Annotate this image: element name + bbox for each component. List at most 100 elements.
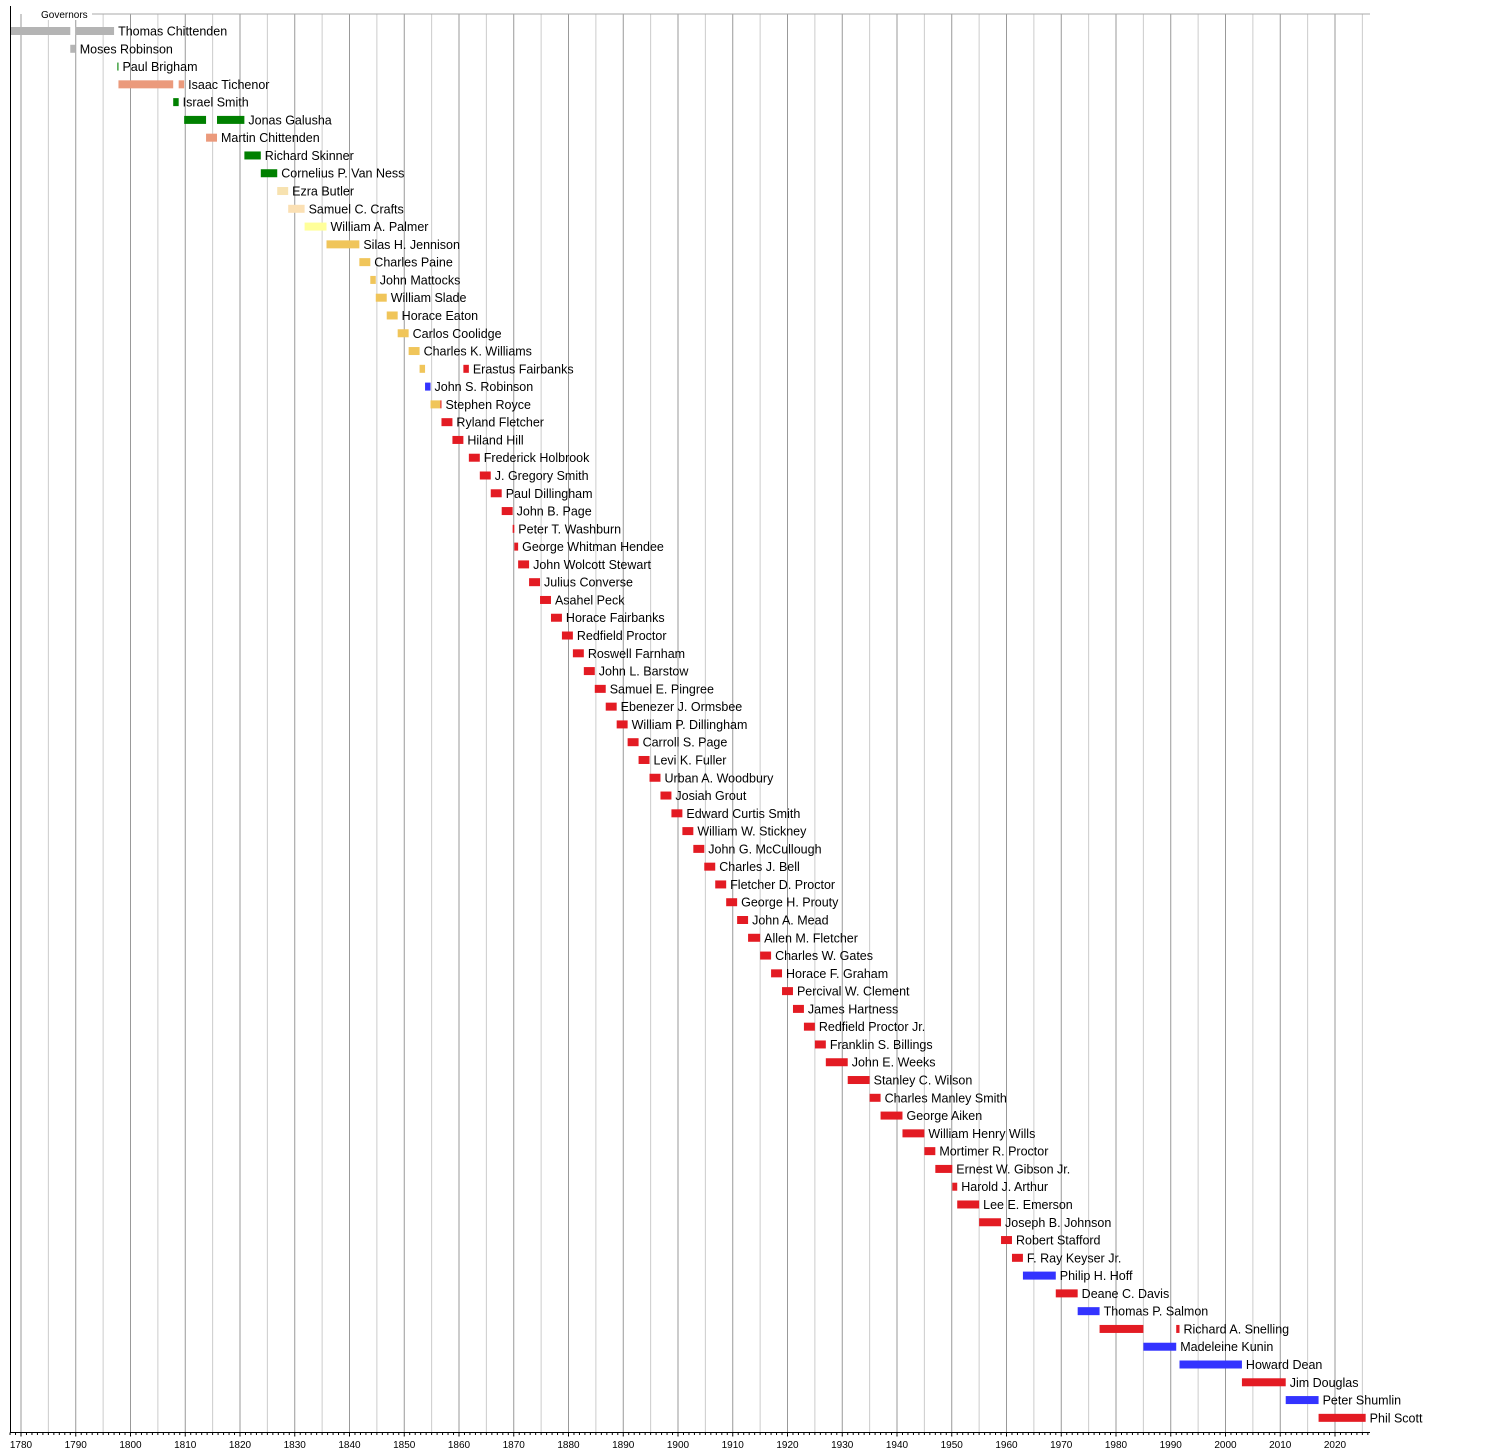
x-tick-label: 1800	[119, 1440, 142, 1451]
x-tick-label: 1780	[10, 1440, 33, 1451]
governor-label: Frederick Holbrook	[484, 451, 590, 465]
term-bar	[825, 1058, 848, 1067]
governor-label: George Aiken	[906, 1109, 982, 1123]
governor-row: John B. Page	[501, 505, 592, 519]
governor-label: William Henry Wills	[928, 1127, 1035, 1141]
governor-row: George H. Prouty	[726, 896, 839, 910]
governor-label: John Wolcott Stewart	[533, 558, 651, 572]
governor-row: Horace F. Graham	[771, 967, 888, 981]
term-bar	[370, 275, 376, 284]
governor-row: Samuel C. Crafts	[288, 202, 404, 216]
governor-row: Charles Manley Smith	[869, 1091, 1007, 1105]
term-bar	[715, 880, 727, 889]
governor-label: Roswell Farnham	[588, 647, 685, 661]
x-tick-label: 2000	[1214, 1440, 1237, 1451]
governor-row: Horace Fairbanks	[550, 611, 665, 625]
governor-row: Paul Brigham	[117, 60, 198, 74]
term-bar	[1055, 1289, 1078, 1298]
governor-label: Samuel E. Pingree	[610, 682, 714, 696]
governor-label: Urban A. Woodbury	[664, 771, 774, 785]
governor-label: Ryland Fletcher	[456, 416, 544, 430]
term-bar	[771, 969, 783, 978]
governor-row: Phil Scott	[1318, 1411, 1423, 1425]
governor-row: Peter Shumlin	[1285, 1394, 1401, 1408]
governor-row: George Aiken	[880, 1109, 982, 1123]
governor-label: Charles Manley Smith	[885, 1091, 1007, 1105]
governor-row: Edward Curtis Smith	[671, 807, 800, 821]
term-bar	[660, 791, 672, 800]
governor-label: Paul Brigham	[122, 60, 197, 74]
term-bar	[118, 80, 174, 89]
term-bar	[550, 613, 562, 622]
x-tick-label: 1930	[831, 1440, 854, 1451]
governor-row: Richard A. Snelling	[1099, 1322, 1289, 1336]
governor-label: Levi K. Fuller	[654, 753, 727, 767]
governor-row: Isaac Tichenor	[118, 78, 269, 92]
term-bar	[1001, 1236, 1012, 1245]
governor-row: Mortimer R. Proctor	[924, 1145, 1048, 1159]
governor-label: Fletcher D. Proctor	[730, 878, 835, 892]
governor-label: Josiah Grout	[675, 789, 746, 803]
governor-label: Ebenezer J. Ormsbee	[621, 700, 743, 714]
term-bar	[359, 258, 371, 267]
governor-label: John B. Page	[517, 505, 592, 519]
term-bar	[952, 1182, 958, 1191]
term-bar	[979, 1218, 1002, 1227]
governor-label: Harold J. Arthur	[961, 1180, 1048, 1194]
term-bar	[792, 1004, 804, 1013]
term-bar	[782, 987, 793, 996]
governor-row: Howard Dean	[1179, 1358, 1322, 1372]
governor-row: George Whitman Hendee	[514, 540, 664, 554]
governor-label: John A. Mead	[752, 914, 828, 928]
term-bar	[605, 702, 617, 711]
term-bar	[616, 720, 628, 729]
governor-label: Charles W. Gates	[775, 949, 873, 963]
governor-row: Ebenezer J. Ormsbee	[605, 700, 743, 714]
governor-label: Asahel Peck	[555, 593, 625, 607]
x-tick-label: 1970	[1050, 1440, 1073, 1451]
term-bar	[957, 1200, 980, 1209]
term-bar	[583, 667, 595, 676]
governor-label: John S. Robinson	[435, 380, 534, 394]
governor-label: Martin Chittenden	[221, 131, 320, 145]
governor-row: F. Ray Keyser Jr.	[1011, 1251, 1121, 1265]
governor-label: Redfield Proctor Jr.	[819, 1020, 925, 1034]
term-bar	[178, 80, 185, 89]
term-bar	[693, 844, 705, 853]
term-bar	[117, 62, 119, 71]
governor-row: John G. McCullough	[693, 842, 822, 856]
x-tick-label: 1790	[65, 1440, 88, 1451]
governor-label: John Mattocks	[380, 273, 461, 287]
governor-row: Carlos Coolidge	[397, 327, 502, 341]
term-bar	[726, 898, 738, 907]
term-bar	[184, 115, 207, 124]
term-bar	[408, 347, 420, 356]
term-bar	[1022, 1271, 1056, 1280]
term-bar	[814, 1040, 826, 1049]
governor-row: Harold J. Arthur	[952, 1180, 1048, 1194]
x-tick-label: 1880	[557, 1440, 580, 1451]
term-bar	[512, 524, 515, 533]
governor-row: Silas H. Jennison	[326, 238, 460, 252]
governor-label: Carroll S. Page	[643, 736, 728, 750]
term-bar	[803, 1022, 815, 1031]
term-bar	[902, 1129, 925, 1138]
term-bar	[737, 916, 749, 924]
term-bar	[386, 311, 398, 320]
governor-row: Charles J. Bell	[704, 860, 800, 874]
term-bar	[75, 27, 115, 35]
term-bar	[748, 933, 761, 942]
governor-row: William W. Stickney	[682, 825, 807, 839]
x-tick-label: 1940	[886, 1440, 909, 1451]
term-bar	[572, 649, 584, 658]
term-bar	[880, 1111, 903, 1120]
governor-label: William Slade	[391, 291, 467, 305]
term-bar	[326, 240, 360, 249]
term-bar	[561, 631, 573, 640]
governor-label: Silas H. Jennison	[363, 238, 460, 252]
governor-row: Frederick Holbrook	[468, 451, 590, 465]
governor-row: Jim Douglas	[1241, 1376, 1359, 1390]
governor-row: Jonas Galusha	[184, 113, 332, 127]
governor-label: Horace F. Graham	[786, 967, 888, 981]
governor-row: John Wolcott Stewart	[518, 558, 651, 572]
